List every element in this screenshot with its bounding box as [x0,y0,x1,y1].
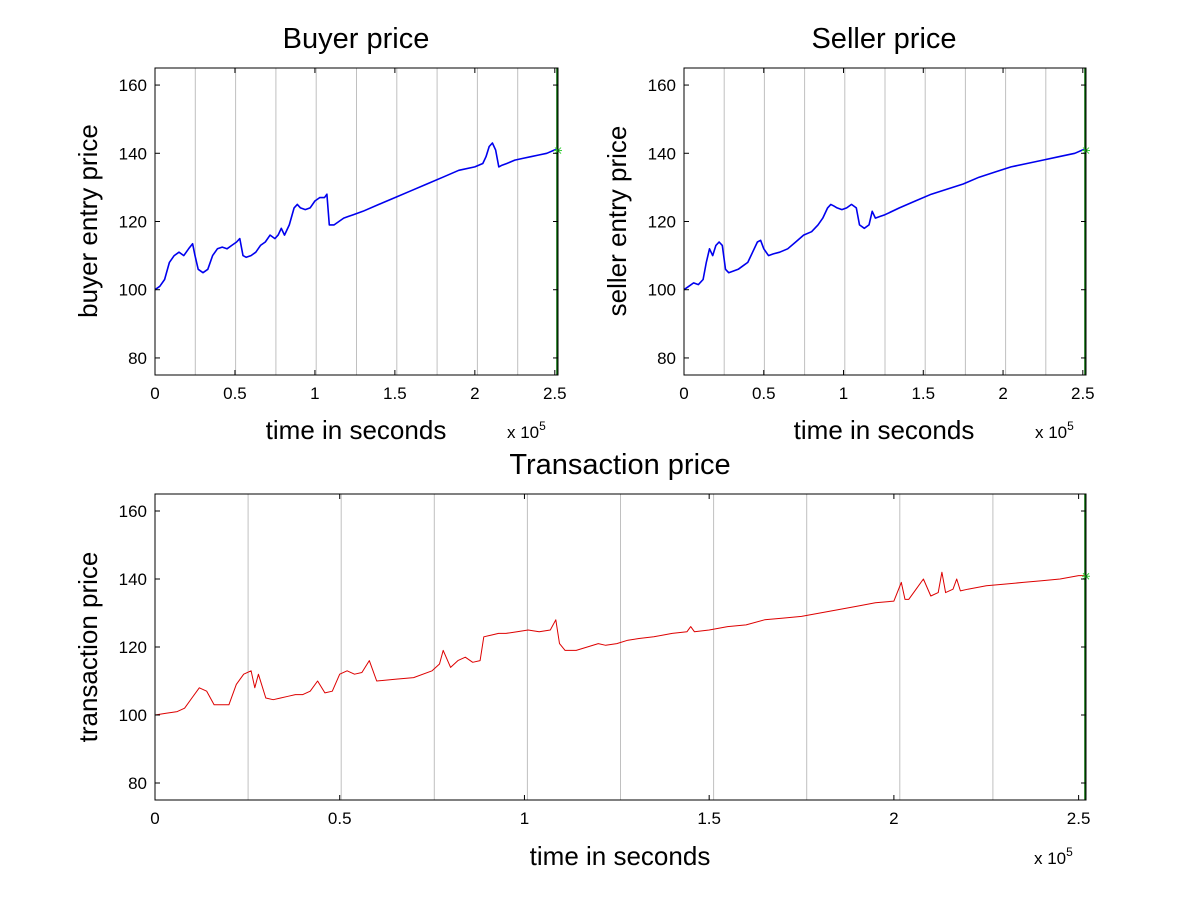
x-axis-multiplier: x 105 [1035,419,1074,442]
y-tick-label: 80 [128,349,147,368]
series-line [683,149,1086,291]
y-tick-label: 160 [119,76,147,95]
x-tick-label: 2 [889,809,898,828]
chart-title: Transaction price [509,449,730,481]
x-axis-label: time in seconds [794,415,975,445]
chart-transaction-price: Transaction price time in seconds transa… [73,449,1090,871]
x-axis-label: time in seconds [530,841,711,871]
y-tick-label: 140 [119,570,147,589]
y-tick-label: 120 [648,213,676,232]
x-tick-label: 2 [998,384,1007,403]
y-axis-label: buyer entry price [73,124,103,318]
x-tick-label: 1 [520,809,529,828]
y-tick-label: 140 [119,144,147,163]
x-tick-label: 0.5 [752,384,776,403]
x-tick-label: 1.5 [697,809,721,828]
x-axis-multiplier: x 105 [507,419,546,442]
x-tick-label: 1.5 [911,384,935,403]
x-tick-label: 1.5 [383,384,407,403]
multiplier-exponent: 5 [539,419,546,433]
multiplier-base: x 10 [1035,423,1067,442]
y-tick-label: 80 [128,774,147,793]
multiplier-exponent: 5 [1066,845,1073,859]
chart-seller-price: Seller price time in seconds seller entr… [602,23,1095,445]
y-tick-label: 140 [648,144,676,163]
y-tick-label: 100 [119,281,147,300]
y-tick-label: 100 [119,706,147,725]
x-axis-multiplier: x 105 [1034,845,1073,868]
multiplier-base: x 10 [1034,849,1066,868]
x-tick-label: 0 [150,809,159,828]
chart-title: Seller price [811,23,956,55]
y-axis-label: transaction price [73,552,103,743]
y-tick-label: 120 [119,638,147,657]
multiplier-base: x 10 [507,423,539,442]
y-tick-label: 100 [648,281,676,300]
y-tick-label: 120 [119,213,147,232]
x-tick-label: 0.5 [223,384,247,403]
x-tick-label: 0 [150,384,159,403]
y-tick-label: 160 [119,502,147,521]
multiplier-exponent: 5 [1067,419,1074,433]
x-tick-label: 0.5 [328,809,352,828]
x-tick-label: 2.5 [1071,384,1095,403]
x-tick-label: 2.5 [1067,809,1091,828]
x-tick-label: 2 [470,384,479,403]
chart-buyer-price: Buyer price time in seconds buyer entry … [73,23,567,445]
y-axis-label: seller entry price [602,126,632,317]
x-tick-label: 1 [310,384,319,403]
x-tick-label: 0 [679,384,688,403]
chart-title: Buyer price [283,23,430,55]
series-line [154,142,558,291]
y-tick-label: 160 [648,76,676,95]
series-line [154,571,1086,716]
x-tick-label: 2.5 [543,384,567,403]
x-axis-label: time in seconds [266,415,447,445]
y-tick-label: 80 [657,349,676,368]
x-tick-label: 1 [839,384,848,403]
